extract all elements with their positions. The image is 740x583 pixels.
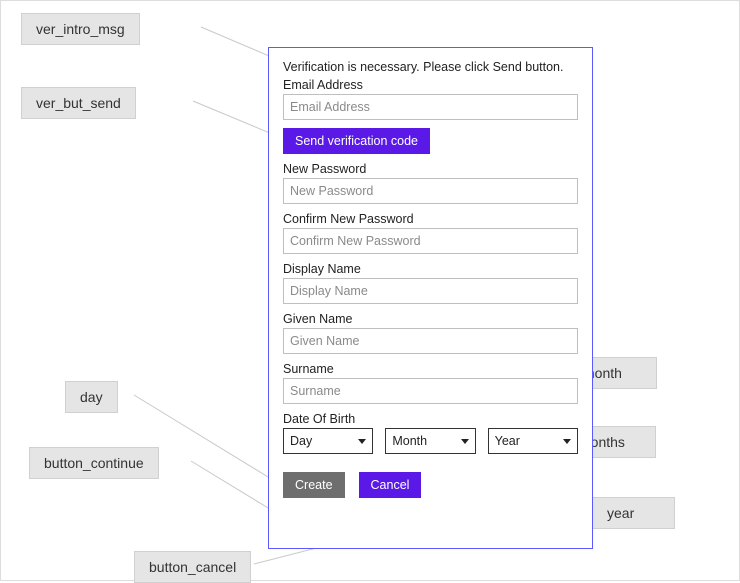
dob-year-select[interactable]: Year (488, 428, 578, 454)
dob-row: Day Month Year (283, 428, 578, 454)
surname-input[interactable] (283, 378, 578, 404)
chevron-down-icon (557, 429, 577, 453)
dob-day-select[interactable]: Day (283, 428, 373, 454)
new-password-input[interactable] (283, 178, 578, 204)
tag-button-continue: button_continue (29, 447, 159, 479)
given-name-label: Given Name (283, 312, 578, 326)
create-button[interactable]: Create (283, 472, 345, 498)
display-name-input[interactable] (283, 278, 578, 304)
chevron-down-icon (455, 429, 475, 453)
action-row: Create Cancel (283, 472, 578, 498)
signup-form-panel: Verification is necessary. Please click … (268, 47, 593, 549)
email-input[interactable] (283, 94, 578, 120)
dob-day-value: Day (290, 434, 312, 448)
given-name-input[interactable] (283, 328, 578, 354)
tag-ver-intro-msg: ver_intro_msg (21, 13, 140, 45)
chevron-down-icon (352, 429, 372, 453)
confirm-password-input[interactable] (283, 228, 578, 254)
dob-month-value: Month (392, 434, 427, 448)
tag-day: day (65, 381, 118, 413)
send-verification-button[interactable]: Send verification code (283, 128, 430, 154)
verification-intro-msg: Verification is necessary. Please click … (283, 60, 578, 74)
confirm-password-label: Confirm New Password (283, 212, 578, 226)
tag-ver-but-send: ver_but_send (21, 87, 136, 119)
surname-label: Surname (283, 362, 578, 376)
display-name-label: Display Name (283, 262, 578, 276)
tag-button-cancel: button_cancel (134, 551, 251, 583)
dob-year-value: Year (495, 434, 520, 448)
dob-month-select[interactable]: Month (385, 428, 475, 454)
cancel-button[interactable]: Cancel (359, 472, 422, 498)
new-password-label: New Password (283, 162, 578, 176)
annotated-form-diagram: ver_intro_msg ver_but_send day button_co… (0, 0, 740, 581)
email-label: Email Address (283, 78, 578, 92)
dob-label: Date Of Birth (283, 412, 578, 426)
